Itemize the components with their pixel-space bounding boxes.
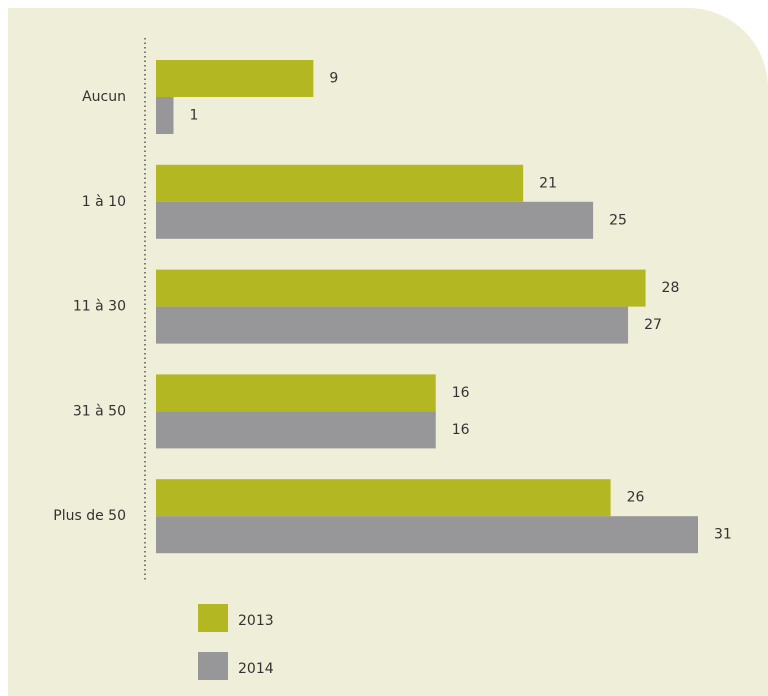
value-label: 16 xyxy=(452,422,470,438)
legend-label: 2014 xyxy=(238,661,274,677)
value-label: 26 xyxy=(627,490,645,506)
bar xyxy=(156,374,436,412)
value-label: 31 xyxy=(714,527,732,543)
y-tick-label: Plus de 50 xyxy=(53,508,126,524)
value-label: 21 xyxy=(539,175,557,191)
value-label: 9 xyxy=(329,71,338,87)
y-tick-label: 1 à 10 xyxy=(82,194,126,210)
bar xyxy=(156,164,524,202)
legend-swatch xyxy=(198,652,228,680)
value-label: 16 xyxy=(452,385,470,401)
bar xyxy=(156,306,629,344)
value-label: 27 xyxy=(644,317,662,333)
panel xyxy=(8,8,768,696)
bar xyxy=(156,97,174,134)
legend-swatch xyxy=(198,604,228,632)
y-tick-label: Aucun xyxy=(82,89,126,105)
bar xyxy=(156,516,698,554)
value-label: 25 xyxy=(609,212,627,228)
bar xyxy=(156,411,436,449)
bar xyxy=(156,479,611,517)
bar xyxy=(156,201,594,239)
value-label: 28 xyxy=(662,280,680,296)
value-label: 1 xyxy=(189,108,198,124)
legend-label: 2013 xyxy=(238,613,274,629)
bar xyxy=(156,269,646,307)
y-tick-label: 11 à 30 xyxy=(73,299,126,315)
y-tick-label: 31 à 50 xyxy=(73,403,126,419)
bar xyxy=(156,60,314,97)
